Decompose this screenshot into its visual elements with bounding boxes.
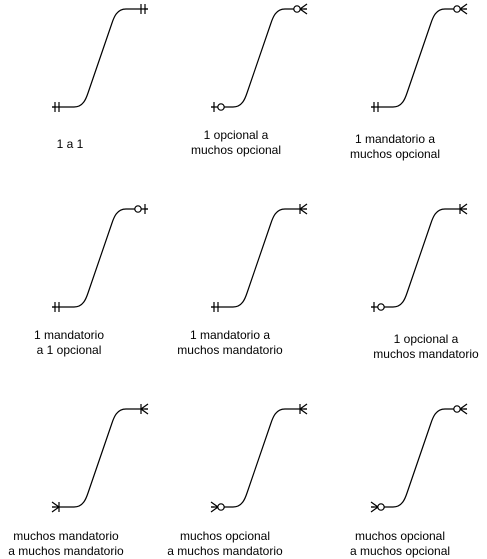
- label-1-mandatorio-a-1-opcional: 1 mandatorio a 1 opcional: [9, 328, 129, 358]
- finish-end-many-mandatory-symbol: [140, 403, 149, 415]
- label-muchos-opcional-a-muchos-mandatorio: muchos opcional a muchos mandatorio: [161, 529, 289, 559]
- connector-line: [371, 8, 467, 108]
- label-1-mandatorio-a-muchos-opcional: 1 mandatorio a muchos opcional: [335, 132, 455, 162]
- label-line-2: a muchos mandatorio: [167, 544, 283, 558]
- finish-end-many-optional-symbol: [453, 403, 468, 415]
- start-end-many-optional-symbol: [370, 501, 385, 513]
- finish-end-many-optional-symbol: [293, 3, 308, 15]
- relationship-connector-4: [52, 204, 148, 312]
- label-line-2: a muchos opcional: [349, 544, 451, 558]
- connector-line: [52, 408, 148, 508]
- finish-end-many-optional-symbol: [453, 3, 468, 15]
- start-end-one-mandatory-symbol: [52, 302, 60, 312]
- start-end-many-optional-symbol: [210, 501, 225, 513]
- label-1-opcional-a-muchos-mandatorio: 1 opcional a muchos mandatorio: [366, 332, 486, 362]
- label-line-1: 1 mandatorio: [33, 328, 105, 342]
- label-line-2: a 1 opcional: [36, 343, 102, 357]
- label-line-2: a muchos mandatorio: [8, 544, 124, 558]
- relationship-connector-2: [211, 3, 308, 112]
- connector-line: [52, 8, 148, 108]
- label-muchos-mandatorio-a-muchos-mandatorio: muchos mandatorio a muchos mandatorio: [2, 529, 130, 559]
- label-line-1: 1 mandatorio a: [189, 328, 271, 342]
- finish-end-many-mandatory-symbol: [459, 203, 468, 215]
- relationship-connector-3: [371, 3, 468, 112]
- label-line-1: 1 opcional a: [203, 128, 269, 142]
- label-line-1: 1 a 1: [56, 137, 84, 151]
- label-line-2: muchos mandatorio: [177, 343, 283, 357]
- start-end-one-optional-symbol: [371, 302, 385, 312]
- connector-line: [371, 208, 467, 308]
- label-muchos-opcional-a-muchos-opcional: muchos opcional a muchos opcional: [340, 529, 460, 559]
- relationship-connector-9: [370, 403, 468, 513]
- connector-line: [211, 208, 307, 308]
- connector-line: [371, 408, 467, 508]
- start-end-one-mandatory-symbol: [211, 302, 219, 312]
- connector-line: [211, 408, 307, 508]
- label-1-opcional-a-muchos-opcional: 1 opcional a muchos opcional: [176, 128, 296, 158]
- start-end-one-mandatory-symbol: [371, 102, 379, 112]
- connector-line: [52, 208, 148, 308]
- finish-end-one-mandatory-symbol: [140, 4, 148, 14]
- relationship-connector-8: [210, 403, 308, 513]
- start-end-one-mandatory-symbol: [52, 102, 60, 112]
- label-line-2: muchos mandatorio: [373, 347, 479, 361]
- label-line-1: muchos opcional: [354, 529, 446, 543]
- label-1-a-1: 1 a 1: [30, 137, 110, 152]
- relationship-connector-7: [51, 403, 149, 513]
- label-line-2: muchos opcional: [349, 147, 441, 161]
- connector-line: [211, 8, 307, 108]
- label-line-2: muchos opcional: [190, 143, 282, 157]
- label-1-mandatorio-a-muchos-mandatorio: 1 mandatorio a muchos mandatorio: [170, 328, 290, 358]
- label-line-1: muchos mandatorio: [13, 529, 119, 543]
- label-line-1: 1 opcional a: [393, 332, 459, 346]
- label-line-1: muchos opcional: [179, 529, 271, 543]
- finish-end-many-mandatory-symbol: [299, 203, 308, 215]
- start-end-one-optional-symbol: [211, 102, 225, 112]
- relationship-connector-6: [371, 203, 468, 312]
- label-line-1: 1 mandatorio a: [354, 132, 436, 146]
- relationship-connector-5: [211, 203, 308, 312]
- finish-end-one-optional-symbol: [134, 204, 148, 214]
- finish-end-many-mandatory-symbol: [299, 403, 308, 415]
- relationship-connector-1: [52, 4, 148, 112]
- start-end-many-mandatory-symbol: [51, 501, 60, 513]
